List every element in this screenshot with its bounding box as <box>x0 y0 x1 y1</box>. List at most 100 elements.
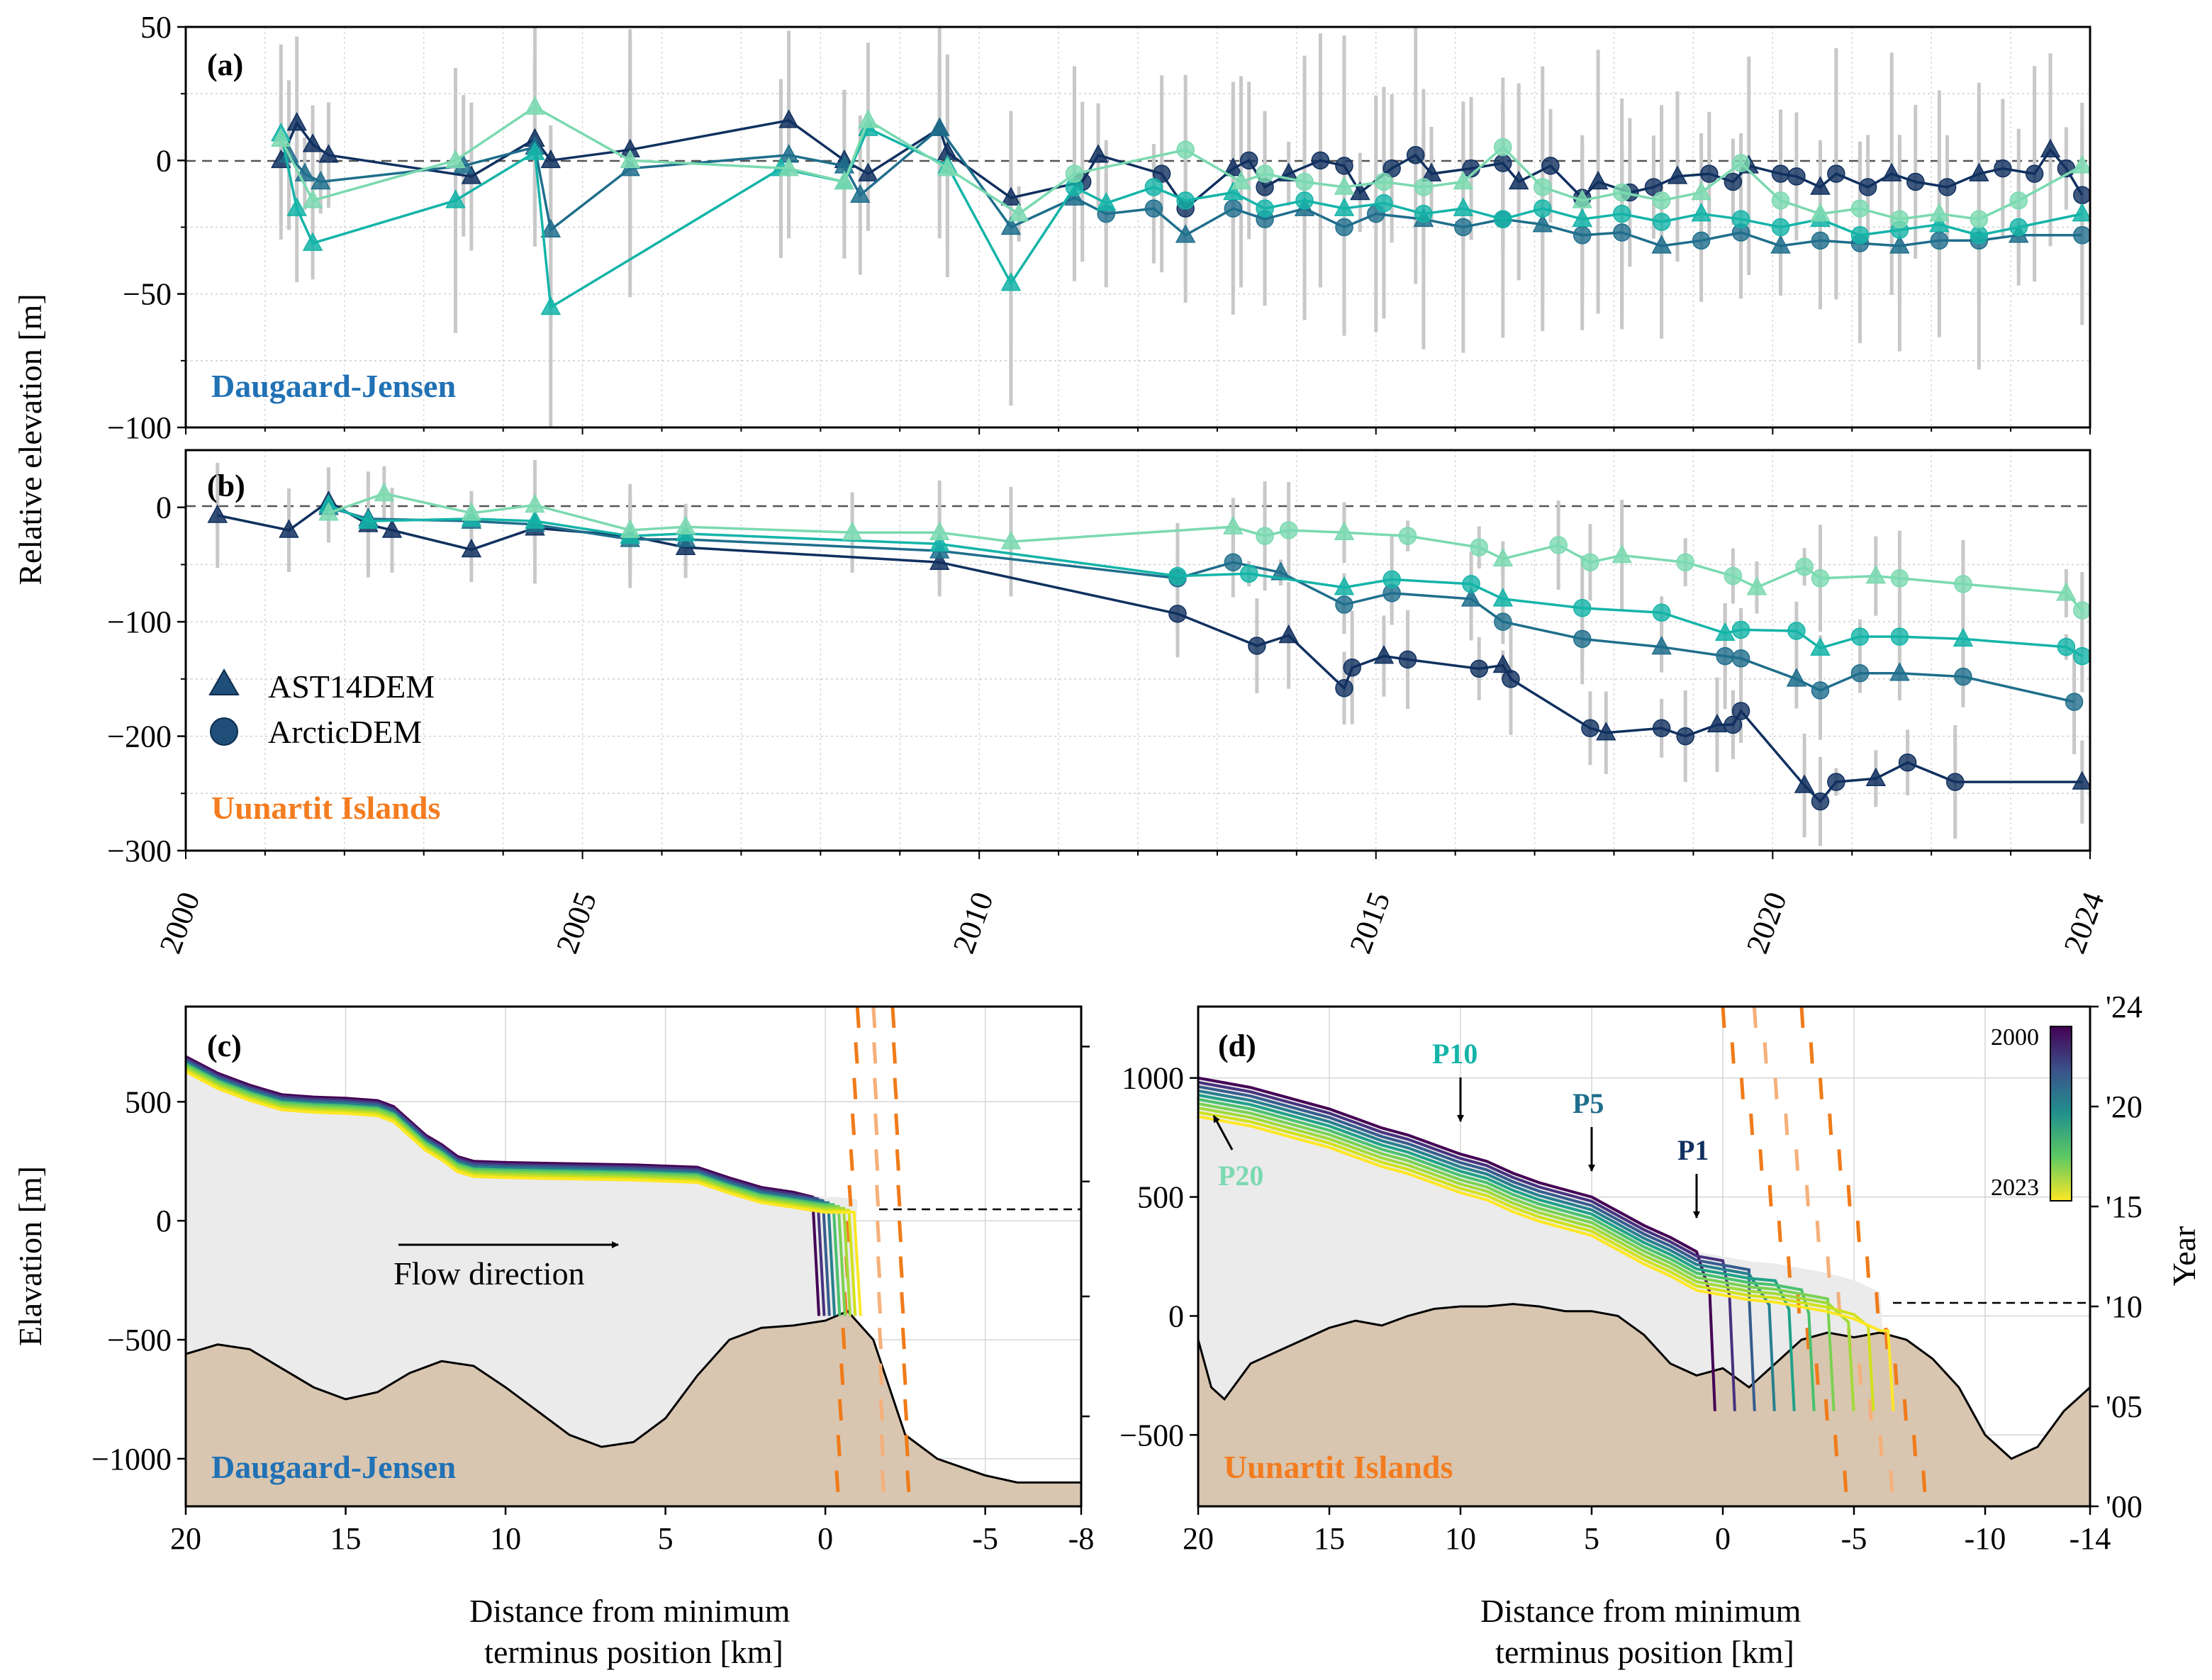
surface-profile <box>1198 1111 1875 1411</box>
data-point-triangle <box>1000 530 1022 549</box>
terminus-dash <box>1857 1363 1862 1385</box>
data-point-circle <box>1414 178 1433 196</box>
x-tick-label: -5 <box>972 1521 998 1556</box>
panel-d-x-axis-label: Distance from minimum terminus position … <box>1480 1593 1809 1670</box>
data-point-circle <box>1573 629 1592 649</box>
data-point-triangle <box>279 519 299 538</box>
data-point-triangle <box>1492 588 1514 607</box>
data-point-circle <box>1406 146 1425 164</box>
data-point-triangle <box>1278 624 1299 644</box>
terminus-dash <box>1805 1328 1811 1350</box>
terminus-dash <box>1878 1435 1884 1457</box>
data-point-circle <box>1827 773 1845 791</box>
panel-d-site-label: Uunartit Islands <box>1224 1449 1453 1485</box>
data-point-circle <box>1644 178 1663 196</box>
data-point-triangle <box>525 510 545 529</box>
x-tick-label: 20 <box>1183 1521 1214 1556</box>
terminus-dash <box>1846 1185 1852 1206</box>
right-y-tick-label: '24 <box>2106 990 2143 1024</box>
terminus-dash <box>1889 1470 1894 1492</box>
y-tick-label: 1000 <box>1122 1061 1184 1096</box>
data-point-circle <box>1541 157 1560 175</box>
surface-profile <box>186 1066 852 1316</box>
data-point-triangle <box>1596 722 1616 741</box>
terminus-dash <box>878 1328 883 1350</box>
data-point-circle <box>1494 154 1512 172</box>
terminus-dash <box>1767 1185 1773 1206</box>
data-point-triangle <box>525 141 545 160</box>
data-point-circle <box>1375 194 1393 213</box>
data-point-triangle <box>286 197 307 216</box>
x-tick-label: 0 <box>817 1521 833 1556</box>
x-tick-label: 20 <box>170 1521 201 1556</box>
panel-a-ticks: 50 0 −50 −100 <box>107 10 186 445</box>
top-y-axis-label: Relative elevation [m] <box>12 293 48 585</box>
panel-c-site-label: Daugaard-Jensen <box>211 1449 456 1485</box>
data-point-circle <box>1954 575 1972 593</box>
data-point-circle <box>1176 140 1195 159</box>
data-point-triangle <box>937 157 958 177</box>
terminus-dash <box>874 1149 880 1171</box>
surface-profile <box>186 1070 862 1316</box>
data-point-circle <box>1811 681 1830 700</box>
legend-label-arcticdem: ArcticDEM <box>268 714 422 750</box>
data-point-circle <box>1239 564 1258 583</box>
data-point-circle <box>1724 172 1743 191</box>
data-point-triangle <box>1810 176 1831 195</box>
data-point-circle <box>1462 575 1480 593</box>
data-point-triangle <box>1095 192 1117 211</box>
terminus-dash <box>896 1185 902 1206</box>
panel-c-x-axis-label-line2: terminus position [km] <box>484 1634 783 1670</box>
terminus-dash <box>1758 1149 1764 1171</box>
data-point-triangle <box>1865 767 1887 787</box>
data-point-triangle <box>1231 170 1251 190</box>
data-point-circle <box>1612 204 1631 223</box>
data-point-circle <box>1534 178 1552 196</box>
data-point-triangle <box>1334 197 1355 216</box>
y-tick-label: −1000 <box>91 1442 172 1477</box>
data-point-triangle <box>1460 588 1482 607</box>
data-point-triangle <box>1786 668 1807 687</box>
surface-profile <box>1198 1085 1756 1411</box>
data-point-circle <box>1534 199 1552 218</box>
data-point-circle <box>1224 199 1243 218</box>
data-point-triangle <box>929 532 950 552</box>
data-point-triangle <box>1000 186 1022 206</box>
data-point-circle <box>1731 649 1750 668</box>
terminus-dash <box>895 1149 900 1171</box>
terminus-dash <box>849 1149 854 1171</box>
y-tick-label: 500 <box>1137 1180 1184 1215</box>
data-point-circle <box>1581 553 1599 571</box>
surface-profile <box>186 1065 847 1316</box>
data-point-triangle <box>302 232 323 251</box>
data-point-triangle <box>1223 157 1244 177</box>
data-point-circle <box>1494 612 1512 631</box>
terminus-dash <box>839 1363 845 1385</box>
data-point-circle <box>1700 164 1719 183</box>
terminus-dash <box>834 1470 840 1492</box>
terminus-dash <box>1837 1149 1843 1171</box>
data-point-triangle <box>1453 197 1474 216</box>
y-tick-label: −100 <box>107 605 172 639</box>
panel-a-series <box>271 96 2090 315</box>
data-point-circle <box>1335 595 1353 614</box>
panel-a-label: (a) <box>207 47 243 82</box>
data-point-circle <box>1652 213 1671 231</box>
data-point-circle <box>1652 191 1671 210</box>
terminus-dash <box>880 1470 886 1492</box>
data-point-circle <box>1787 167 1806 186</box>
data-point-circle <box>1771 191 1790 210</box>
panel-b: 0 −100 −200 −300 (b) Uunartit Islands AST14… <box>107 449 2091 868</box>
data-point-triangle <box>1611 544 1632 564</box>
terminus-dash <box>877 1292 883 1314</box>
data-point-circle <box>2065 693 2084 711</box>
y-tick-label: 0 <box>156 491 172 525</box>
data-point-triangle <box>1223 515 1244 534</box>
data-point-circle <box>1692 231 1711 250</box>
data-point-circle <box>1795 557 1814 576</box>
data-point-triangle <box>1008 203 1029 222</box>
data-point-circle <box>1858 178 1877 196</box>
data-point-circle <box>1065 164 1084 183</box>
terminus-dash <box>1814 1363 1820 1385</box>
